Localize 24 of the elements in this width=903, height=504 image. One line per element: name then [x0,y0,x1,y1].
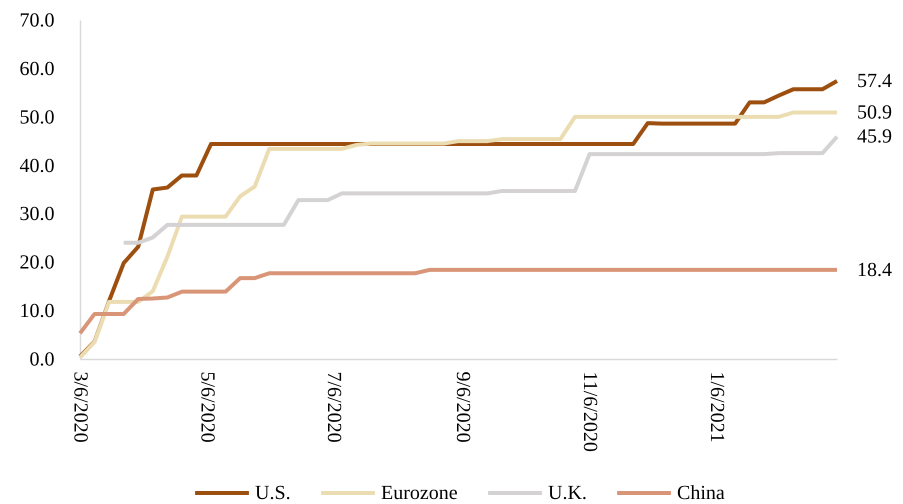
x-tick-label: 5/6/2020 [196,372,218,443]
y-tick-label: 30.0 [20,203,54,226]
x-tick-label: 1/6/2021 [706,372,728,443]
legend-label: U.K. [548,482,587,504]
data-label: 18.4 [857,258,892,281]
x-tick-label: 3/6/2020 [70,372,92,443]
x-tick-label: 7/6/2020 [323,372,346,443]
legend-label: China [677,482,725,504]
x-tick-label: 11/6/2020 [579,372,602,452]
y-tick-label: 70.0 [20,10,54,32]
data-label: 45.9 [857,126,892,148]
x-tick-label: 9/6/2020 [452,372,474,443]
legend-label: Eurozone [381,482,458,504]
line-series [78,268,839,336]
legend-label: U.S. [255,482,291,504]
y-tick-label: 40.0 [20,154,54,177]
y-tick-label: 10.0 [20,300,54,322]
y-tick-label: 50.0 [20,106,54,128]
line-series [122,134,839,245]
y-tick-label: 20.0 [20,252,54,274]
y-tick-label: 60.0 [20,58,54,80]
data-label: 50.9 [857,102,892,124]
y-tick-label: 0.0 [30,348,54,370]
data-label: 57.4 [857,70,892,92]
